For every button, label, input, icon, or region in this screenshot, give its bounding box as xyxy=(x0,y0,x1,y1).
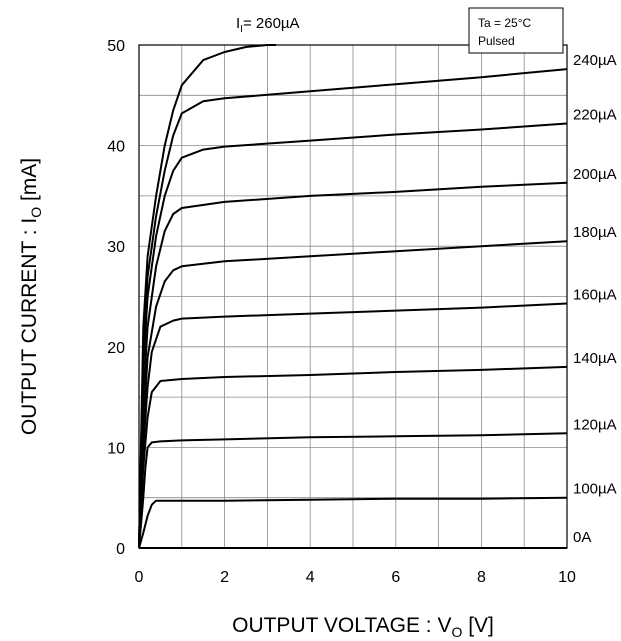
y-tick-label: 50 xyxy=(107,38,125,55)
curve-label: 160µA xyxy=(573,287,617,304)
curve-labels: 0A 100µA 120µA 140µA 160µA 180µA 200µA 220µA 240… xyxy=(573,52,617,546)
curve-label: 120µA xyxy=(573,416,617,433)
series-line xyxy=(138,181,568,549)
series-line xyxy=(138,365,568,549)
y-tick-label: 10 xyxy=(107,440,125,457)
series-line xyxy=(138,68,568,549)
x-axis-title: OUTPUT VOLTAGE : VO [V] xyxy=(232,614,494,640)
series-line xyxy=(138,432,568,549)
curve-label: 100µA xyxy=(573,481,617,498)
y-tick-label: 20 xyxy=(107,340,125,357)
x-tick-label: 6 xyxy=(391,569,400,586)
series-line xyxy=(138,122,568,549)
x-tick-label: 2 xyxy=(220,569,229,586)
y-tick-label: 0 xyxy=(116,541,125,558)
x-tick-label: 0 xyxy=(135,569,144,586)
x-tick-label: 10 xyxy=(558,569,576,586)
annotation-temperature: Ta = 25°C xyxy=(478,16,531,30)
curve-label: 180µA xyxy=(573,224,617,241)
y-tick-label: 30 xyxy=(107,239,125,256)
curve-label: 220µA xyxy=(573,106,617,123)
series-layer xyxy=(138,44,568,549)
series-line xyxy=(138,496,568,549)
series-line xyxy=(138,302,568,549)
grid xyxy=(139,45,567,548)
annotation-box: Ta = 25°C Pulsed xyxy=(468,7,564,54)
series-line xyxy=(138,240,568,549)
x-tick-label: 4 xyxy=(306,569,315,586)
series-line xyxy=(138,44,276,549)
annotation-pulsed: Pulsed xyxy=(478,34,515,48)
y-axis-title: OUTPUT CURRENT : IO [mA] xyxy=(18,158,44,435)
curve-label: 140µA xyxy=(573,350,617,367)
tick-labels: 0 2 4 6 8 10 0 10 20 30 40 50 xyxy=(107,38,576,586)
curve-label: 200µA xyxy=(573,166,617,183)
curve-label: 0A xyxy=(573,529,591,546)
curve-label: 240µA xyxy=(573,52,617,69)
x-tick-label: 8 xyxy=(477,569,486,586)
y-tick-label: 40 xyxy=(107,139,125,156)
top-curve-label: II= 260µA xyxy=(236,15,300,35)
